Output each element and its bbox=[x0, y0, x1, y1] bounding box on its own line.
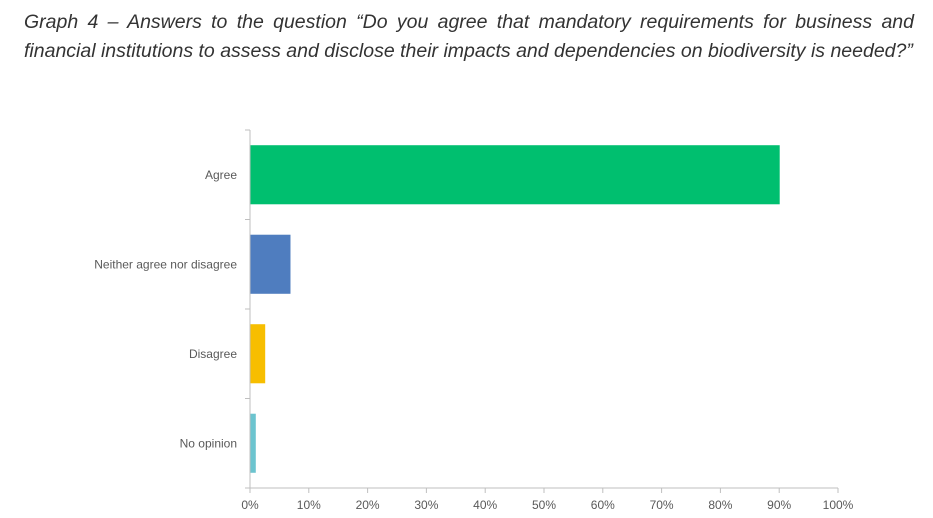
x-tick-label: 60% bbox=[591, 498, 615, 512]
x-tick-label: 30% bbox=[414, 498, 438, 512]
bar-disagree bbox=[250, 324, 266, 384]
x-tick-labels: 0% 10% 20% 30% 40% 50% 60% 70% 80% 90% 100% bbox=[241, 498, 853, 512]
bar-agree bbox=[250, 145, 780, 205]
category-labels: Agree Neither agree nor disagree Disagree N… bbox=[94, 168, 237, 451]
category-label: No opinion bbox=[180, 436, 237, 450]
category-label: Agree bbox=[205, 168, 237, 182]
x-tick-label: 100% bbox=[823, 498, 854, 512]
bars bbox=[250, 145, 780, 473]
x-tick-label: 70% bbox=[650, 498, 674, 512]
chart-title: Graph 4 – Answers to the question “Do yo… bbox=[24, 11, 914, 62]
axes bbox=[245, 129, 839, 493]
x-tick-label: 40% bbox=[473, 498, 497, 512]
x-tick-label: 90% bbox=[767, 498, 791, 512]
x-tick-label: 50% bbox=[532, 498, 556, 512]
x-tick-label: 20% bbox=[356, 498, 380, 512]
x-tick-label: 10% bbox=[297, 498, 321, 512]
bar-no-opinion bbox=[250, 413, 256, 473]
bar-neither-agree-nor-disagree bbox=[250, 234, 291, 294]
category-label: Disagree bbox=[189, 347, 237, 361]
x-tick-label: 0% bbox=[241, 498, 259, 512]
x-tick-label: 80% bbox=[708, 498, 732, 512]
category-label: Neither agree nor disagree bbox=[94, 257, 237, 271]
